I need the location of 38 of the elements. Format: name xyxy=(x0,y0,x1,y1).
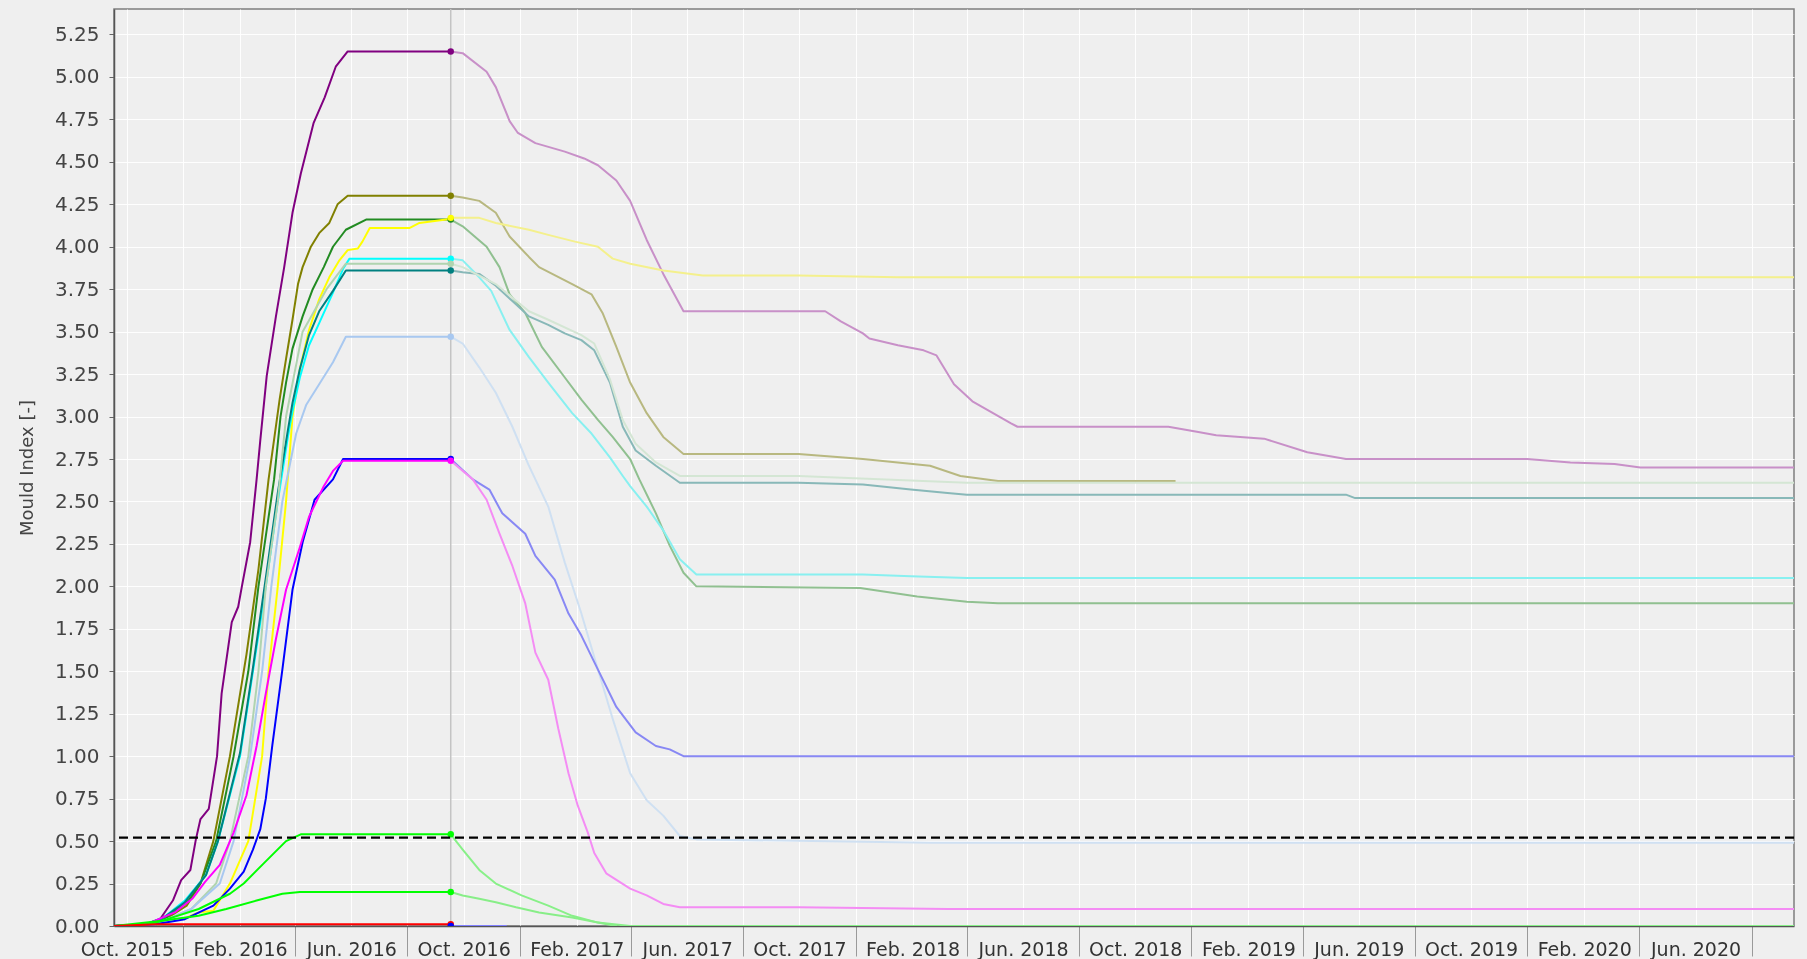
y-tick-label: 1.25 xyxy=(54,701,100,726)
y-tick-label: 0.00 xyxy=(54,913,100,938)
x-tick-label: Oct. 2018 xyxy=(1089,937,1183,959)
y-tick-label: 1.75 xyxy=(54,616,100,641)
x-tick-label: Oct. 2019 xyxy=(1424,937,1519,959)
y-tick-label: 3.75 xyxy=(54,276,100,301)
x-tick-label: Feb. 2020 xyxy=(1537,937,1632,959)
x-tick-label: Oct. 2016 xyxy=(417,937,511,959)
y-tick-label: 4.50 xyxy=(54,149,100,174)
y-tick-label: 3.25 xyxy=(54,361,100,386)
y-tick-label: 0.25 xyxy=(54,871,100,896)
y-tick-label: 2.75 xyxy=(54,446,100,471)
x-tick-label: Oct. 2017 xyxy=(753,937,847,959)
y-axis-title: Mould Index [-] xyxy=(15,400,37,536)
x-tick-label: Oct. 2015 xyxy=(80,937,175,959)
y-tick-label: 3.50 xyxy=(54,319,100,344)
y-tick-label: 4.00 xyxy=(54,234,100,259)
y-tick-label: 4.25 xyxy=(54,191,100,216)
y-tick-label: 1.50 xyxy=(54,658,100,683)
x-tick-label: Feb. 2018 xyxy=(866,937,961,959)
x-tick-label: Feb. 2019 xyxy=(1201,937,1296,959)
x-tick-label: Jun. 2017 xyxy=(641,937,733,959)
x-tick-label: Jun. 2016 xyxy=(305,937,397,959)
x-tick-label: Jun. 2020 xyxy=(1649,937,1742,959)
x-tick-label: Feb. 2016 xyxy=(193,937,288,959)
y-tick-label: 5.00 xyxy=(54,64,100,89)
y-tick-label: 2.00 xyxy=(54,573,100,598)
x-tick-label: Jun. 2019 xyxy=(1313,937,1405,959)
x-tick-label: Feb. 2017 xyxy=(530,937,625,959)
y-tick-label: 0.50 xyxy=(54,828,100,853)
y-tick-label: 2.50 xyxy=(54,488,100,513)
y-tick-label: 1.00 xyxy=(54,743,100,768)
y-tick-label: 5.25 xyxy=(54,21,100,46)
y-tick-label: 4.75 xyxy=(54,106,100,131)
y-tick-label: 2.25 xyxy=(54,531,100,556)
y-tick-label: 0.75 xyxy=(54,786,100,811)
x-tick-label: Jun. 2018 xyxy=(977,937,1069,959)
y-tick-label: 3.00 xyxy=(54,404,100,429)
